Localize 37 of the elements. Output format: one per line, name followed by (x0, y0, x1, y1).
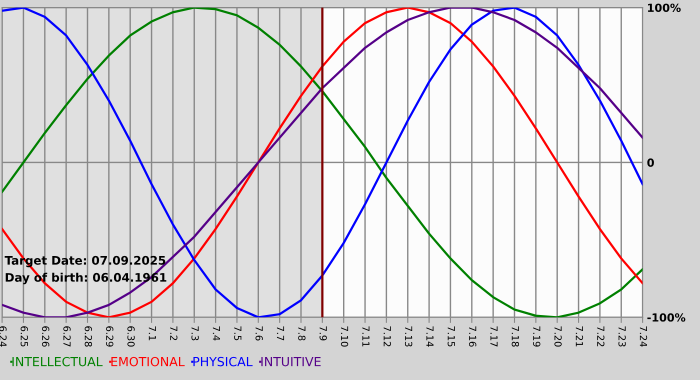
x-tick-label: 7.24 (640, 326, 648, 347)
x-tick-label: 7.15 (448, 326, 455, 346)
x-tick-label: 6.29 (106, 326, 114, 347)
x-tick-label: 7.2 (170, 326, 178, 340)
y-tick-label: 0 (647, 158, 654, 167)
x-tick-label: 7.13 (404, 326, 412, 346)
x-tick-label: 6.28 (84, 326, 92, 347)
x-tick-label: 7.4 (212, 326, 220, 341)
x-tick-label: 7.12 (384, 326, 391, 346)
y-tick-label: -100% (647, 313, 686, 322)
x-tick-label: 7.11 (362, 326, 370, 346)
x-tick-label: 7.23 (618, 326, 626, 346)
x-tick-label: 7.3 (191, 326, 199, 340)
x-tick-label: 7.10 (340, 326, 348, 347)
x-tick-label: 7.8 (298, 326, 306, 340)
x-tick-label: 7.21 (576, 326, 584, 346)
x-tick-label: 7.16 (468, 326, 476, 347)
x-tick-label: 6.27 (63, 326, 71, 346)
legend-label: INTUITIVE (261, 357, 321, 366)
x-tick-label: 7.6 (255, 326, 263, 340)
x-tick-label: 7.14 (426, 326, 434, 347)
x-tick-label: 7.5 (234, 326, 242, 340)
x-tick-label: 7.20 (554, 326, 562, 347)
x-tick-label: 7.22 (597, 326, 604, 346)
x-tick-label: 7.18 (512, 326, 520, 347)
legend-label: INTELLECTUAL (12, 356, 103, 366)
x-tick-label: 6.30 (127, 326, 135, 347)
legend-label: PHYSICAL (193, 356, 253, 366)
x-tick-label: 6.25 (20, 326, 28, 346)
y-tick-label: 100% (648, 4, 681, 12)
x-tick-label: 7.17 (490, 326, 498, 346)
x-tick-label: 7.1 (148, 326, 156, 340)
x-tick-label: 7.7 (276, 326, 284, 340)
x-tick-label: 6.26 (42, 326, 50, 347)
x-tick-label: 7.9 (320, 326, 327, 340)
legend-label: EMOTIONAL (111, 356, 185, 366)
x-tick-label: 7.19 (533, 326, 540, 347)
